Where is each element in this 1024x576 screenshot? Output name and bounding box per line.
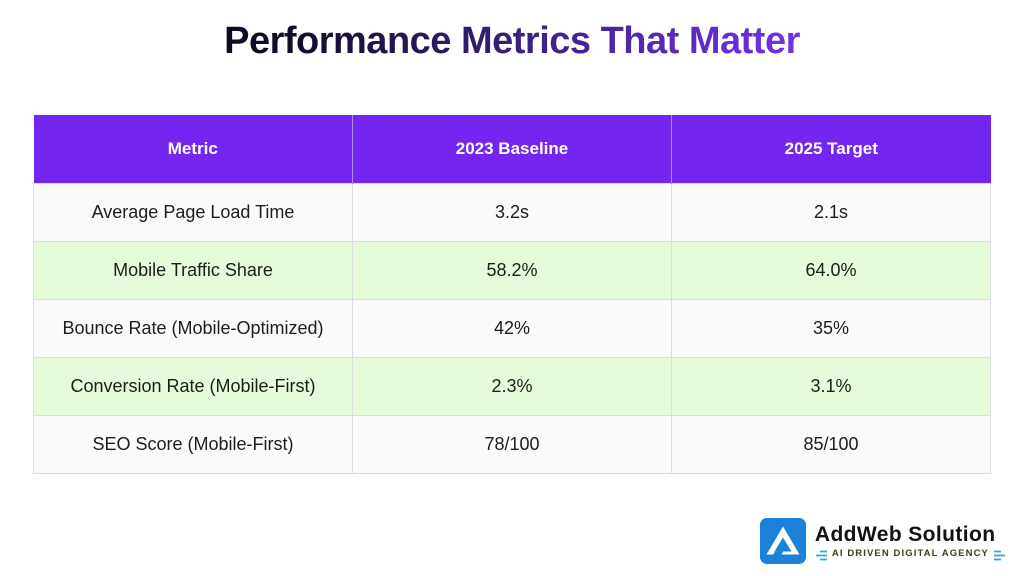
brand-logo: AddWeb Solution AI DRIVEN DIGITAL AGENCY: [759, 518, 1006, 564]
cell-metric-name: Mobile Traffic Share: [33, 241, 353, 300]
cell-target-value: 64.0%: [671, 241, 991, 300]
table-body: Average Page Load Time 3.2s 2.1s Mobile …: [33, 183, 991, 474]
metrics-table-container: Metric 2023 Baseline 2025 Target Average…: [33, 115, 991, 474]
table-row: SEO Score (Mobile-First) 78/100 85/100: [33, 415, 991, 474]
cell-target-value: 35%: [671, 299, 991, 358]
cell-baseline-value: 58.2%: [352, 241, 672, 300]
metrics-table: Metric 2023 Baseline 2025 Target Average…: [33, 115, 991, 474]
cell-baseline-value: 78/100: [352, 415, 672, 474]
table-row: Average Page Load Time 3.2s 2.1s: [33, 183, 991, 242]
cell-target-value: 3.1%: [671, 357, 991, 416]
wind-right-icon: [993, 548, 1006, 561]
cell-baseline-value: 42%: [352, 299, 672, 358]
brand-company-name: AddWeb Solution: [814, 522, 996, 546]
header-cell-2023-baseline: 2023 Baseline: [352, 115, 672, 184]
brand-tagline: AI DRIVEN DIGITAL AGENCY: [831, 548, 989, 560]
addweb-logo-icon: [759, 518, 806, 564]
table-row: Bounce Rate (Mobile-Optimized) 42% 35%: [33, 299, 991, 358]
cell-baseline-value: 3.2s: [352, 183, 672, 242]
page-title: Performance Metrics That Matter: [0, 20, 1024, 63]
cell-metric-name: Conversion Rate (Mobile-First): [33, 357, 353, 416]
cell-metric-name: Average Page Load Time: [33, 183, 353, 242]
cell-metric-name: Bounce Rate (Mobile-Optimized): [33, 299, 353, 358]
table-row: Mobile Traffic Share 58.2% 64.0%: [33, 241, 991, 300]
brand-text-block: AddWeb Solution AI DRIVEN DIGITAL AGENCY: [814, 522, 1006, 561]
brand-tagline-row: AI DRIVEN DIGITAL AGENCY: [815, 548, 1006, 561]
cell-metric-name: SEO Score (Mobile-First): [33, 415, 353, 474]
table-header: Metric 2023 Baseline 2025 Target: [33, 115, 991, 184]
cell-target-value: 85/100: [671, 415, 991, 474]
header-cell-2025-target: 2025 Target: [671, 115, 991, 184]
cell-target-value: 2.1s: [671, 183, 991, 242]
table-header-row: Metric 2023 Baseline 2025 Target: [33, 115, 991, 184]
wind-left-icon: [815, 548, 828, 561]
table-row: Conversion Rate (Mobile-First) 2.3% 3.1%: [33, 357, 991, 416]
cell-baseline-value: 2.3%: [352, 357, 672, 416]
header-cell-metric: Metric: [33, 115, 353, 184]
